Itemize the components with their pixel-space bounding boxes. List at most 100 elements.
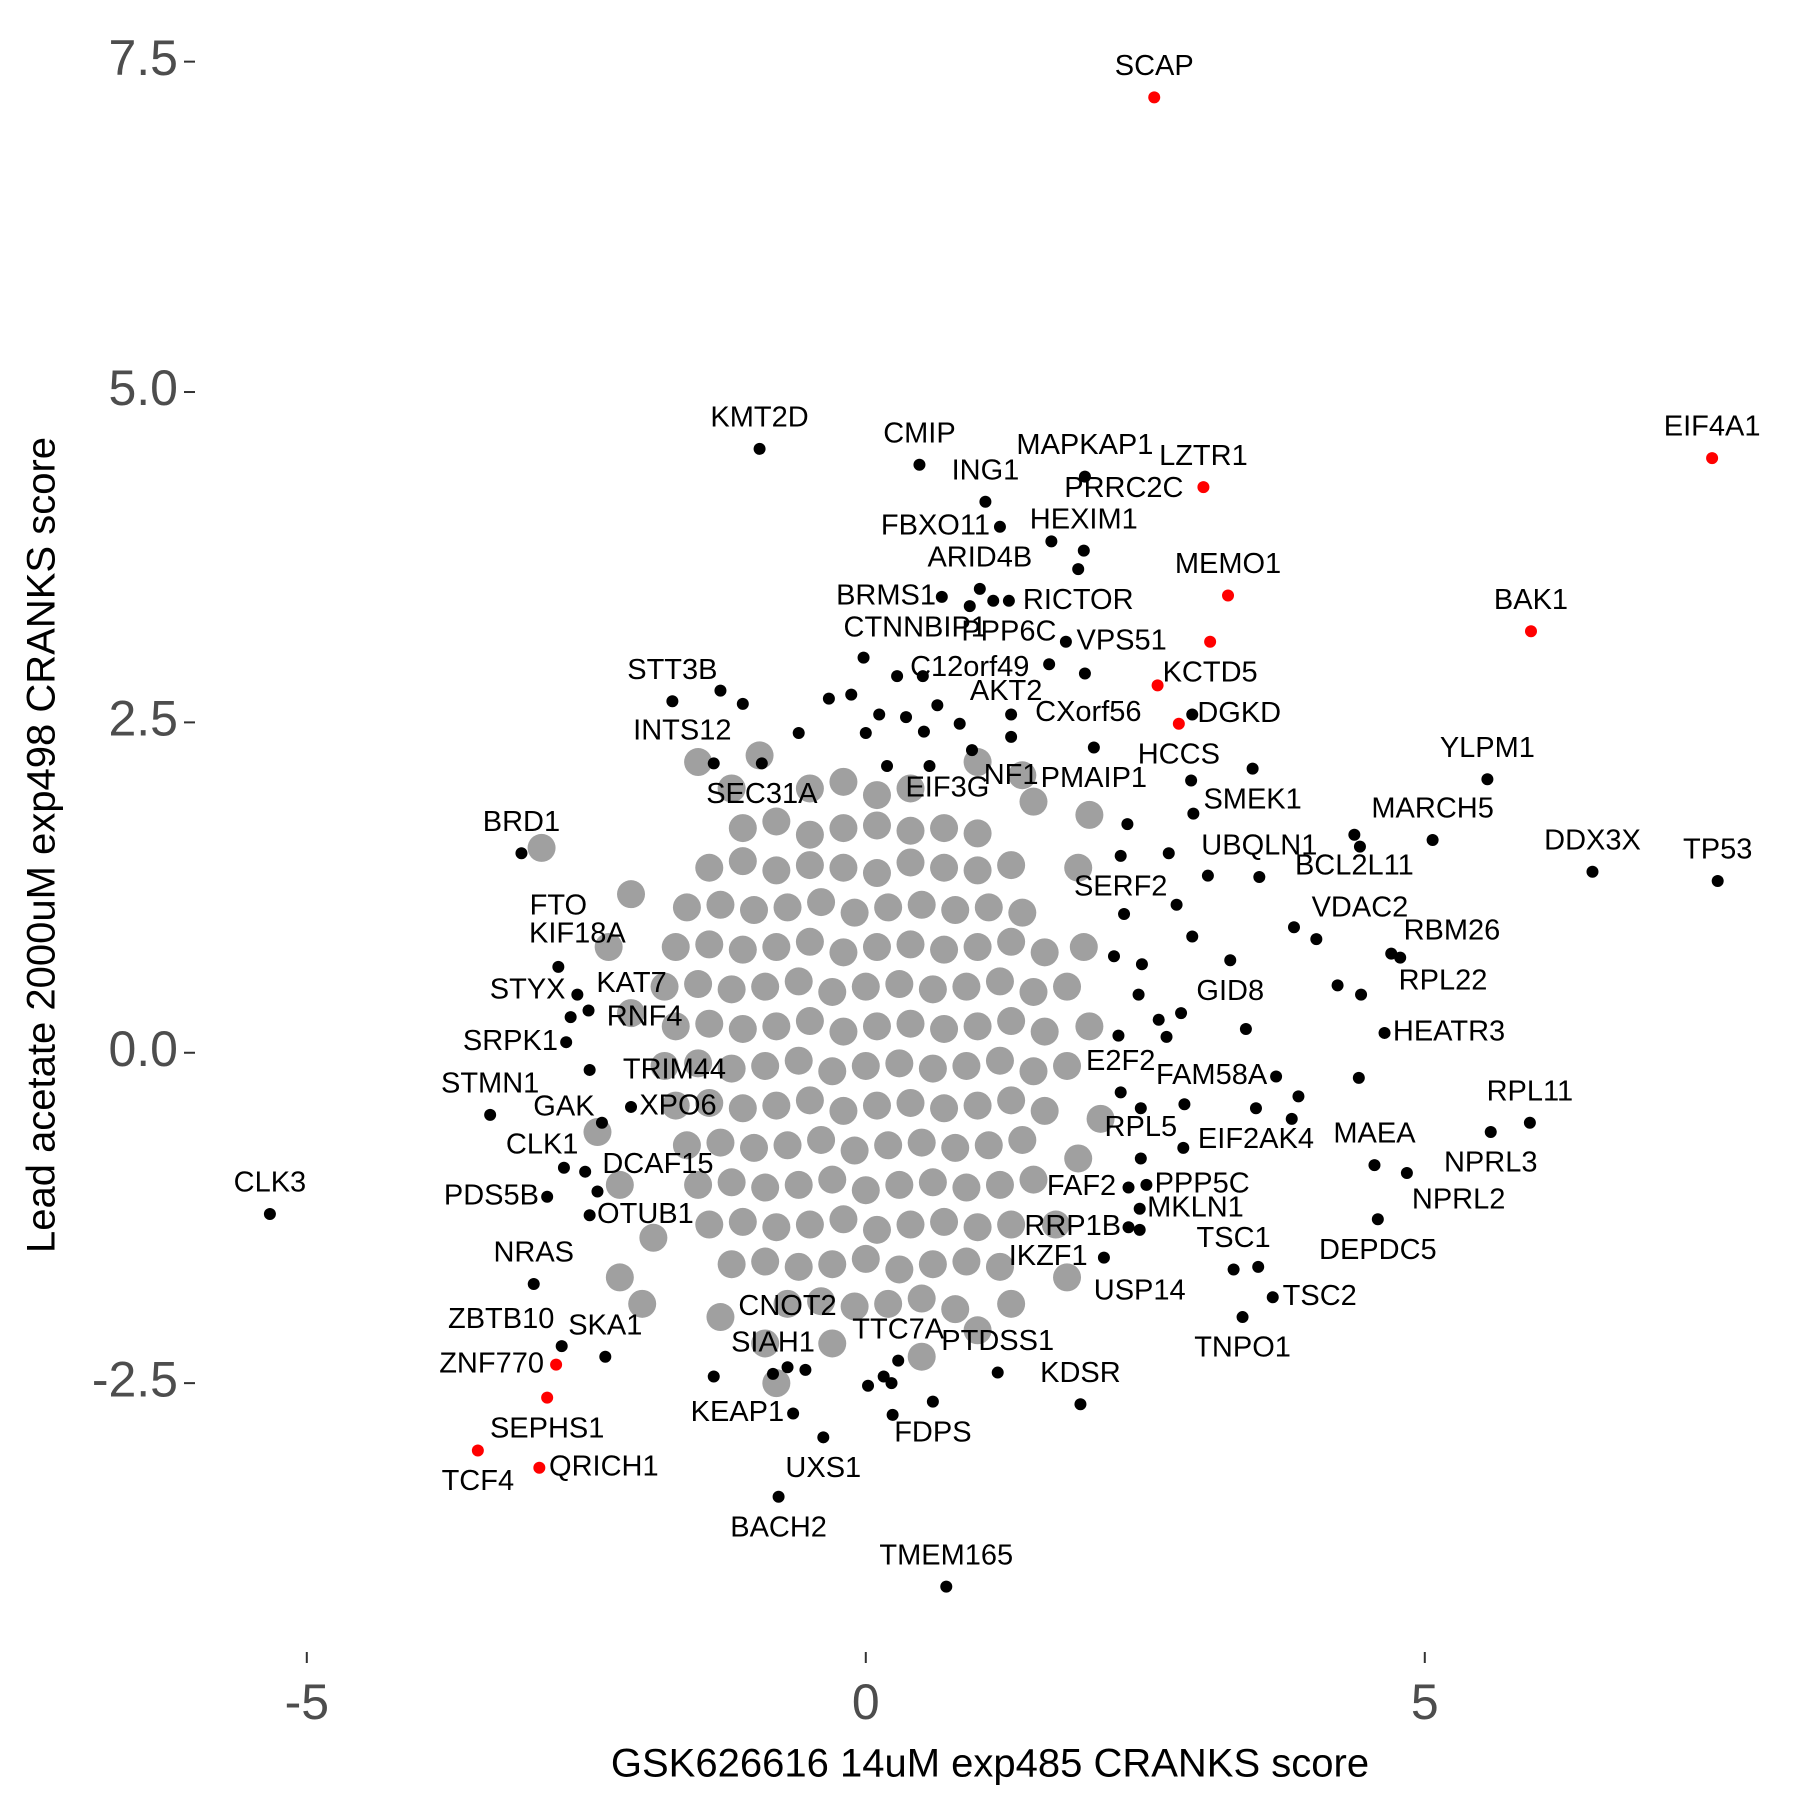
gene-point	[599, 1350, 612, 1363]
gene-label: CLK1	[506, 1128, 579, 1160]
background-point	[974, 1131, 1003, 1160]
background-point	[851, 1051, 880, 1080]
background-point	[874, 1131, 903, 1160]
background-point	[706, 1303, 735, 1332]
background-point	[762, 1012, 791, 1041]
gene-point	[891, 670, 904, 683]
gene-point	[1252, 1260, 1265, 1273]
gene-point	[881, 759, 894, 772]
gene-label: ARID4B	[927, 542, 1032, 574]
gene-point	[1172, 717, 1185, 730]
gene-point	[1074, 1398, 1087, 1411]
background-point	[728, 847, 757, 876]
background-point	[795, 1007, 824, 1036]
gene-point	[1197, 481, 1210, 494]
gene-point	[862, 1379, 875, 1392]
gene-label: PMAIP1	[1041, 762, 1147, 794]
background-point	[527, 833, 556, 862]
background-point	[706, 890, 735, 919]
background-point	[930, 1094, 959, 1123]
gene-point	[1134, 1152, 1147, 1165]
gene-label: MKLN1	[1147, 1191, 1244, 1223]
gene-label: XPO6	[639, 1090, 716, 1122]
gene-label: AKT2	[970, 675, 1043, 707]
gene-label: E2F2	[1086, 1045, 1155, 1077]
background-point	[728, 1014, 757, 1043]
gene-point	[1368, 1159, 1381, 1172]
gene-point	[527, 1278, 540, 1291]
background-point	[784, 1046, 813, 1075]
gene-point	[1484, 1126, 1497, 1139]
gene-label: FAM58A	[1156, 1059, 1268, 1091]
gene-point	[1135, 958, 1148, 971]
gene-point	[1371, 1213, 1384, 1226]
gene-point	[877, 1370, 890, 1383]
background-point	[918, 1168, 947, 1197]
gene-point	[1151, 679, 1164, 692]
background-point	[594, 933, 623, 962]
gene-label: RPL11	[1487, 1075, 1574, 1107]
background-point	[751, 972, 780, 1001]
gene-point	[533, 1461, 546, 1474]
gene-label: LZTR1	[1159, 440, 1248, 472]
gene-point	[591, 1185, 604, 1198]
gene-point	[1236, 1311, 1249, 1324]
gene-label: DGKD	[1197, 697, 1281, 729]
gene-label: CTNNBIP1	[844, 611, 987, 643]
background-point	[762, 933, 791, 962]
background-point	[762, 1091, 791, 1120]
background-point	[706, 1128, 735, 1157]
gene-label: CLK3	[234, 1167, 307, 1199]
background-point	[807, 1125, 836, 1154]
gene-label: SKA1	[568, 1309, 642, 1341]
gene-point	[1187, 807, 1200, 820]
gene-point	[966, 744, 978, 757]
gene-label: VDAC2	[1312, 891, 1409, 923]
background-point	[818, 1057, 847, 1086]
background-point	[1008, 1125, 1037, 1154]
background-point	[862, 933, 891, 962]
background-point	[1030, 1017, 1059, 1046]
gene-point	[963, 600, 976, 613]
background-point	[907, 1284, 936, 1313]
background-point	[818, 1329, 847, 1358]
background-point	[862, 1215, 891, 1244]
gene-point	[1352, 1071, 1365, 1084]
background-point	[695, 1210, 724, 1239]
background-point	[885, 1049, 914, 1078]
gene-label: CMIP	[883, 417, 956, 449]
background-point	[617, 999, 646, 1028]
background-point	[997, 851, 1026, 880]
gene-point	[1287, 921, 1300, 934]
gene-point	[857, 651, 870, 664]
gene-label: PTDSS1	[941, 1325, 1054, 1357]
gene-label: MAEA	[1333, 1118, 1416, 1150]
background-point	[807, 1287, 836, 1316]
gene-point	[766, 1367, 779, 1380]
gene-point	[1331, 979, 1344, 992]
y-axis-title: Lead acetate 2000uM exp498 CRANKS score	[20, 437, 64, 1253]
background-point	[963, 856, 992, 885]
gene-point	[595, 1116, 608, 1129]
background-point	[985, 967, 1014, 996]
background-point	[997, 1086, 1026, 1115]
gene-label: TTC7A	[852, 1313, 945, 1345]
gene-label: DCAF15	[602, 1148, 713, 1180]
background-point	[650, 1051, 679, 1080]
gene-point	[913, 458, 926, 471]
background-point	[997, 1007, 1026, 1036]
gene-point	[923, 759, 936, 772]
background-point	[695, 1009, 724, 1038]
gene-point	[1122, 1181, 1135, 1194]
gene-label: DEPDC5	[1319, 1234, 1437, 1266]
background-point	[695, 853, 724, 882]
background-point	[751, 1051, 780, 1080]
gene-label: CXorf56	[1035, 696, 1141, 728]
gene-label: SIAH1	[731, 1327, 815, 1359]
background-point	[795, 774, 824, 803]
background-point	[617, 880, 646, 909]
background-point	[963, 1091, 992, 1120]
background-point	[930, 814, 959, 843]
gene-point	[1077, 544, 1090, 557]
